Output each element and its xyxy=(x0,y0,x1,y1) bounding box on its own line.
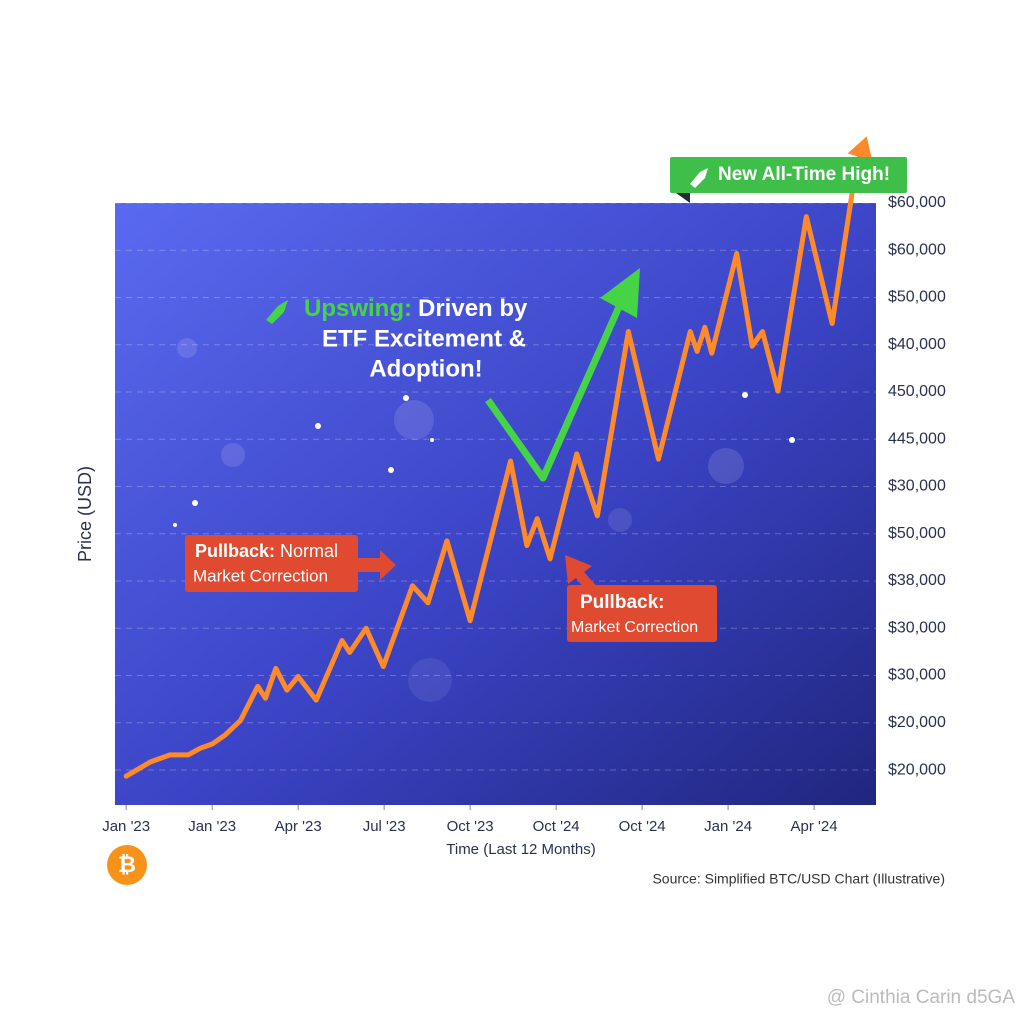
bitcoin-symbol: ₿ xyxy=(118,852,136,877)
y-tick-label: $30,000 xyxy=(888,478,946,495)
x-tick-label: Oct '23 xyxy=(447,818,494,835)
y-tick-label: 450,000 xyxy=(888,383,946,400)
annotation-lead: Upswing: xyxy=(304,295,412,322)
source: Source: Simplified BTC/USD Chart (Illust… xyxy=(652,871,945,887)
y-tick-label: $60,000 xyxy=(888,241,946,258)
line-arrowhead xyxy=(847,136,873,162)
annotation-rest: Normal xyxy=(280,541,338,561)
annotation-line: Market Correction xyxy=(193,566,328,585)
x-tick-label: Apr '23 xyxy=(275,818,322,835)
annotation-line: Driven by xyxy=(418,295,528,322)
y-axis-label: Price (USD) xyxy=(75,466,95,562)
annotation-line: ETF Excitement & xyxy=(322,325,526,352)
annotation-text: Pullback: Normal xyxy=(195,541,338,561)
pullback-annotation: Pullback: Market Correction xyxy=(565,555,717,642)
annotation-lead: Pullback: xyxy=(195,541,275,561)
annotation-line: Adoption! xyxy=(369,355,482,382)
line-layer xyxy=(123,136,873,779)
price-line xyxy=(123,139,868,779)
x-tick-label: Oct '24 xyxy=(619,818,666,835)
y-tick-label: $50,000 xyxy=(888,289,946,306)
y-tick-label: $40,000 xyxy=(888,336,946,353)
annotation-text: Upswing: Driven by xyxy=(304,295,528,322)
annotation-box xyxy=(567,585,717,642)
annotation-arrow xyxy=(356,550,396,580)
x-axis-label: Time (Last 12 Months) xyxy=(446,841,596,858)
y-tick-label: 445,000 xyxy=(888,430,946,447)
rocket-icon xyxy=(690,168,708,188)
x-tick-label: Oct '24 xyxy=(533,818,580,835)
y-tick-label: $30,000 xyxy=(888,667,946,684)
y-tick-label: $50,000 xyxy=(888,525,946,542)
x-tick-label: Jan '23 xyxy=(188,818,236,835)
x-tick-label: Jan '23 xyxy=(102,818,150,835)
x-tick-label: Jan '24 xyxy=(704,818,752,835)
annotation-box xyxy=(670,157,907,193)
high-annotation: New All-Time High! xyxy=(670,157,907,203)
watermark: @ Cinthia Carin d5GA xyxy=(827,987,1016,1008)
y-tick-label: $20,000 xyxy=(888,761,946,778)
y-tick-label: $60,000 xyxy=(888,194,946,211)
y-tick-label: $20,000 xyxy=(888,714,946,731)
x-tick-label: Jul '23 xyxy=(363,818,406,835)
annotation-box xyxy=(185,535,358,592)
annotation-lead: Pullback: xyxy=(580,592,664,613)
upswing-arrow xyxy=(485,298,626,482)
bitcoin-icon xyxy=(107,845,147,885)
x-tick-label: Apr '24 xyxy=(791,818,838,835)
annotation-line: Market Correction xyxy=(571,619,698,636)
annotation-text: New All-Time High! xyxy=(718,164,890,185)
banner-fold xyxy=(676,193,690,203)
upswing-annotation: Upswing: Driven by ETF Excitement & Adopt… xyxy=(266,295,528,382)
y-tick-label: $30,000 xyxy=(888,619,946,636)
plot-background xyxy=(115,203,876,805)
upswing-arrowhead xyxy=(600,268,640,318)
network-decoration xyxy=(173,338,795,702)
pullback-annotation: Pullback: Normal Market Correction xyxy=(185,535,396,592)
rocket-icon xyxy=(266,300,288,324)
y-tick-label: $38,000 xyxy=(888,572,946,589)
